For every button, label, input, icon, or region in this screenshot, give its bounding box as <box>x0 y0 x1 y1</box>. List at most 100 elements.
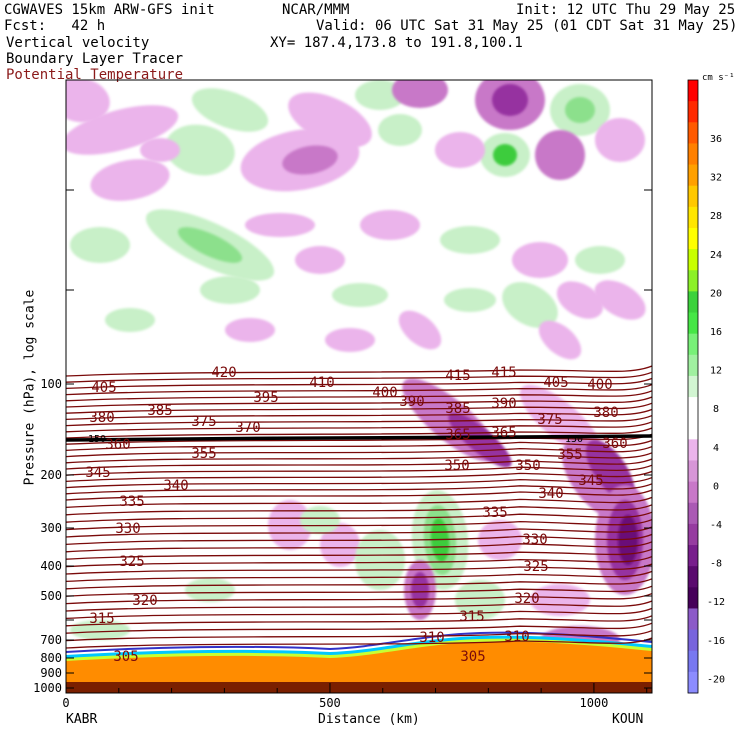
updraft-region <box>70 227 130 263</box>
isentrope-label: 315 <box>459 609 484 625</box>
isentrope-label: 355 <box>557 447 582 463</box>
colorbar-tick-label: 28 <box>710 211 722 222</box>
isentrope-label: 305 <box>460 649 485 665</box>
isentrope-label: 405 <box>543 375 568 391</box>
isentrope-line <box>66 541 652 553</box>
colorbar-swatch <box>688 397 698 419</box>
model-title: CGWAVES 15km ARW-GFS init <box>4 2 215 18</box>
colorbar-tick-label: 24 <box>710 250 722 261</box>
isentrope-line <box>66 555 652 568</box>
isentrope-label: 310 <box>419 630 444 646</box>
downdraft-region <box>325 328 375 352</box>
colorbar-frame <box>687 79 699 694</box>
updraft-region <box>105 308 155 332</box>
forecast-hour: Fcst: 42 h <box>4 18 106 34</box>
isentrope-label: 380 <box>593 405 618 421</box>
colorbar-swatch <box>688 671 698 694</box>
colorbar-swatch <box>688 122 698 144</box>
colorbar-swatch <box>688 143 698 166</box>
isentrope-line <box>66 615 652 627</box>
isentrope-line <box>66 470 652 483</box>
isentrope-label: 340 <box>538 486 563 502</box>
updraft-region <box>300 506 340 534</box>
isentrope-label: 335 <box>482 505 507 521</box>
downdraft-region <box>538 320 582 360</box>
downdraft-region <box>245 213 315 237</box>
isentrope-label: 335 <box>119 494 144 510</box>
isentrope-line <box>66 607 652 620</box>
updraft-region <box>191 88 269 132</box>
updraft-region <box>177 227 243 263</box>
isentrope-label: 390 <box>491 396 516 412</box>
colorbar-tick-label: 20 <box>710 288 722 299</box>
isentrope-label: 410 <box>309 375 334 391</box>
colorbar-tick-label: -20 <box>707 674 725 685</box>
updraft-region <box>440 226 500 254</box>
init-time: Init: 12 UTC Thu 29 May 25 <box>516 2 736 18</box>
downdraft-region <box>392 80 448 108</box>
colorbar-swatch <box>688 185 698 208</box>
colorbar-swatch <box>688 80 698 102</box>
colorbar-swatch <box>688 270 698 292</box>
downdraft-region <box>288 92 372 148</box>
isentrope-line <box>66 439 652 452</box>
downdraft-region <box>530 584 590 616</box>
colorbar-swatch <box>688 312 698 335</box>
isentrope-line <box>66 483 652 495</box>
colorbar-swatch <box>688 587 698 609</box>
isentrope-line <box>66 452 652 464</box>
downdraft-region <box>90 159 170 201</box>
field-vertical-velocity: Vertical velocity <box>6 35 150 51</box>
updraft-region <box>185 578 235 602</box>
isentrope-label: 340 <box>163 478 188 494</box>
downdraft-region <box>618 515 638 565</box>
isentrope-line <box>66 408 652 421</box>
colorbar-tick-label: -8 <box>710 559 722 570</box>
isentrope-label: 355 <box>191 446 216 462</box>
isentrope-label: 320 <box>132 593 157 609</box>
y-tick-label: 700 <box>40 633 62 647</box>
downdraft-region <box>320 523 360 567</box>
downdraft-region <box>398 310 442 350</box>
field-boundary-layer-tracer: Boundary Layer Tracer <box>6 51 184 67</box>
isentrope-line <box>66 504 652 516</box>
downdraft-region <box>435 132 485 168</box>
isentrope-label: 315 <box>89 611 114 627</box>
isentrope-label: 400 <box>372 385 397 401</box>
x-tick-label: 0 <box>62 696 69 710</box>
isentrope-label: 330 <box>115 521 140 537</box>
y-tick-label: 800 <box>40 651 62 665</box>
colorbar-tick-label: 4 <box>713 443 719 454</box>
isentrope-label: 360 <box>105 437 130 453</box>
colorbar-tick-label: -12 <box>707 597 725 608</box>
isentrope-line <box>66 518 652 531</box>
colorbar-tick-label: 32 <box>710 173 722 184</box>
isentrope-label: 390 <box>399 394 424 410</box>
isentrope-line <box>66 570 652 583</box>
isentrope-label: 365 <box>445 427 470 443</box>
organization-label: NCAR/MMM <box>282 2 350 18</box>
isentrope-line <box>66 548 652 560</box>
isentrope-label: 375 <box>537 412 562 428</box>
colorbar-tick-label: -4 <box>710 520 722 531</box>
downdraft-region <box>556 281 604 319</box>
isentrope-line <box>66 622 652 634</box>
boundary-layer-tracer-fill <box>66 641 652 693</box>
isentrope-label: 415 <box>491 365 516 381</box>
colorbar-swatch <box>688 418 698 440</box>
isentrope-line <box>66 390 652 402</box>
isentrope-line <box>66 629 652 642</box>
y-tick-label: 400 <box>40 559 62 573</box>
isentrope-line <box>66 600 652 612</box>
colorbar-swatch <box>688 206 698 229</box>
isentrope-line <box>66 464 652 476</box>
updraft-region <box>355 530 405 590</box>
downdraft-region <box>225 318 275 342</box>
colorbar-swatch <box>688 227 698 250</box>
isentrope-label: 400 <box>587 377 612 393</box>
x-tick-label: 1000 <box>579 696 608 710</box>
downdraft-region <box>595 118 645 162</box>
y-tick-label: 200 <box>40 468 62 482</box>
updraft-region <box>493 144 517 166</box>
